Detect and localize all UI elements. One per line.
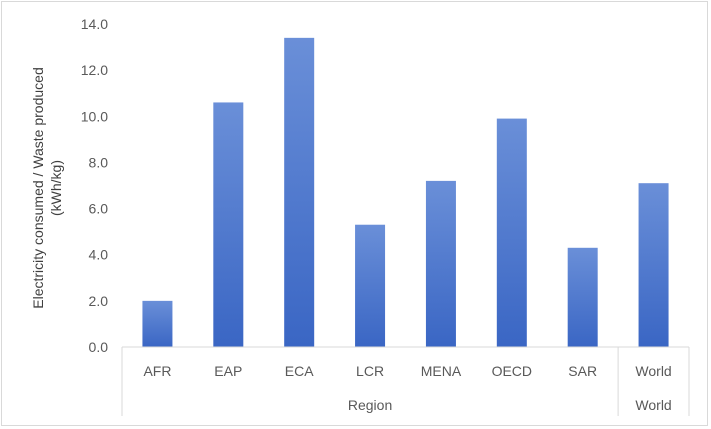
y-tick-label: 4.0 [89,247,109,263]
y-axis-title-line-1: Electricity consumed / Waste produced [30,67,46,308]
x-tick-label: World [635,363,671,379]
bar-afr [142,300,173,347]
group-label: Region [348,397,392,413]
y-tick-label: 6.0 [89,201,109,217]
x-tick-label: ECA [285,363,314,379]
x-tick-label: MENA [421,363,462,379]
y-tick-label: 0.0 [89,339,109,355]
bar-sar [567,247,598,347]
bar-mena [425,180,456,347]
x-tick-label: OECD [492,363,532,379]
x-tick-label: EAP [214,363,242,379]
y-tick-labels: 0.0 2.0 4.0 6.0 8.0 10.0 12.0 14.0 [81,16,108,355]
y-tick-label: 8.0 [89,154,109,170]
bar-eap [213,102,244,347]
group-label: World [635,397,671,413]
y-tick-label: 10.0 [81,108,108,124]
bar-oecd [496,118,527,347]
bars [142,37,669,347]
y-tick-label: 14.0 [81,16,108,32]
bar-world [638,183,669,347]
x-tick-label: SAR [568,363,597,379]
y-axis-title: Electricity consumed / Waste produced (k… [30,67,64,308]
x-tick-label: LCR [356,363,384,379]
x-tick-label: AFR [143,363,171,379]
bar-lcr [355,224,386,347]
y-tick-label: 2.0 [89,293,109,309]
x-axis: AFR EAP ECA LCR MENA OECD SAR World Region World [121,346,690,416]
y-tick-label: 12.0 [81,62,108,78]
bar-eca [284,37,315,347]
y-axis-title-line-2: (kWh/kg) [48,160,64,216]
